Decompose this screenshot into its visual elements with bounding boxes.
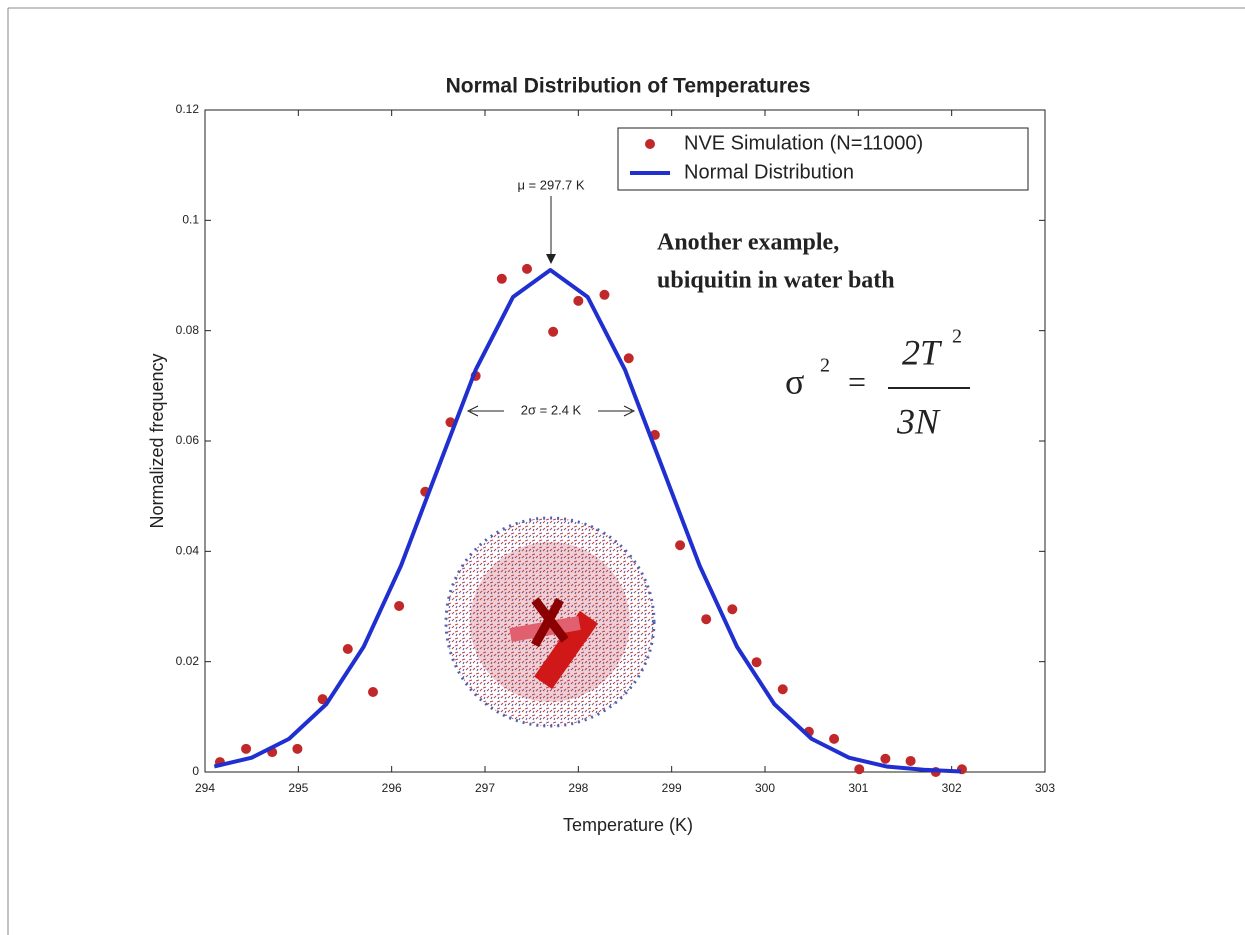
data-point [394,600,405,611]
width-annotation: 2σ = 2.4 K [521,402,582,417]
y-tick-label: 0.04 [176,544,200,558]
x-tick-label: 301 [848,781,868,795]
data-point [368,687,378,698]
data-point [548,326,559,337]
data-point [751,657,762,668]
data-point [292,743,303,754]
x-tick-label: 294 [195,781,215,795]
legend-label: NVE Simulation (N=11000) [684,132,923,154]
data-point [623,353,634,364]
x-tick-label: 303 [1035,781,1055,795]
data-point [599,289,610,300]
x-tick-label: 302 [942,781,962,795]
data-point [317,694,328,705]
x-tick-label: 295 [288,781,308,795]
y-axis-label: Normalized frequency [147,353,167,528]
x-axis-label: Temperature (K) [563,815,693,835]
data-point [727,604,738,615]
legend-label: Normal Distribution [684,161,854,183]
legend [617,127,1029,191]
x-tick-label: 297 [475,781,495,795]
note-text: Another example, [657,230,839,256]
y-tick-label: 0.1 [182,213,199,227]
chart-title: Normal Distribution of Temperatures [446,75,811,98]
data-point [829,733,840,744]
data-point [701,614,712,625]
formula-part: 2 [952,326,962,348]
formula-part: 3N [896,401,941,441]
annotation-arrow [466,405,636,417]
formula-part: 2 [820,355,830,377]
formula-part: 2T [902,332,943,372]
data-point [241,743,252,754]
protein-image [444,516,656,728]
curve [213,267,962,774]
x-tick-label: 299 [662,781,682,795]
mean-annotation: μ = 297.7 K [517,177,584,192]
data-point [905,755,916,766]
data-point [522,263,532,274]
y-tick-label: 0.06 [176,433,200,447]
y-tick-label: 0.02 [176,654,200,668]
data-point [675,540,686,551]
formula-part: = [848,363,866,399]
x-tick-label: 298 [568,781,588,795]
y-tick-label: 0.08 [176,323,200,337]
data-point [854,764,865,775]
y-tick-label: 0 [192,764,199,778]
formula-part: σ [785,361,804,401]
annotation-arrow [546,254,556,264]
formula: σ 2 = 2T 2 3N [785,326,970,441]
legend-marker [645,139,655,149]
x-tick-label: 296 [382,781,402,795]
data-point [573,295,584,306]
data-point [496,273,507,284]
y-tick-label: 0.12 [176,102,200,116]
data-point [880,753,891,764]
data-point [342,643,353,654]
x-tick-label: 300 [755,781,775,795]
note-text: ubiquitin in water bath [657,268,895,294]
data-point [777,684,788,695]
